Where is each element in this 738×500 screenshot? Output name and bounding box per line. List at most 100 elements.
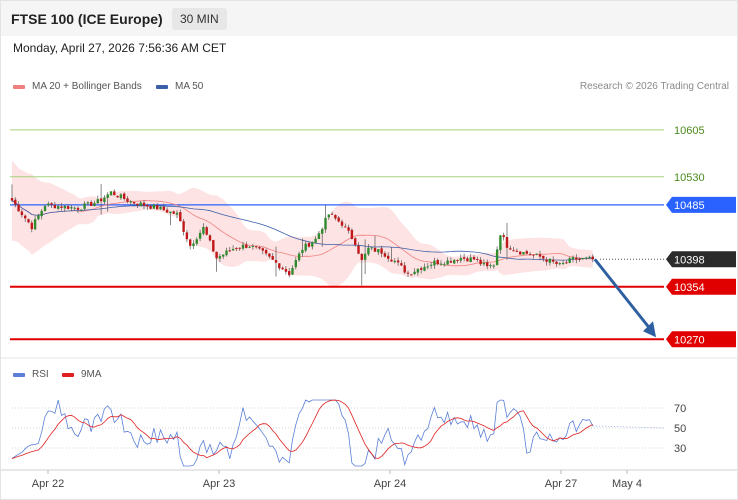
candle <box>205 225 208 236</box>
candle <box>321 227 324 247</box>
candle-body <box>202 226 205 234</box>
candle <box>340 219 344 229</box>
chart-title: FTSE 100 (ICE Europe) <box>11 11 163 27</box>
candle-body <box>495 249 499 266</box>
candle-body <box>179 212 182 222</box>
candle-body <box>522 252 525 255</box>
candle <box>578 257 581 262</box>
candle-body <box>278 263 281 269</box>
candle-body <box>281 267 284 270</box>
candle-body <box>198 232 202 239</box>
candle-body <box>86 202 90 204</box>
candle <box>291 265 294 275</box>
candle-body <box>258 247 261 249</box>
candle <box>146 203 149 210</box>
candle-body <box>578 258 581 260</box>
candle <box>99 184 103 215</box>
candle-body <box>251 245 255 247</box>
candle-body <box>499 235 502 251</box>
candle <box>76 206 80 214</box>
candle <box>152 203 156 210</box>
candle-body <box>109 191 113 196</box>
candle-body <box>502 235 505 238</box>
candle-body <box>126 198 129 202</box>
candle <box>53 201 57 209</box>
candle <box>383 251 387 258</box>
ma50-swatch <box>156 84 168 89</box>
candle-body <box>57 206 60 209</box>
candle <box>413 268 416 276</box>
candle-body <box>334 215 337 219</box>
candle-body <box>222 254 225 257</box>
candle <box>238 247 241 251</box>
candle-body <box>24 215 27 219</box>
candle-body <box>139 202 142 207</box>
candle-body <box>93 203 96 207</box>
candle <box>156 203 159 210</box>
candle <box>103 195 106 205</box>
rsi-ma-swatch <box>62 372 74 377</box>
candle-body <box>337 217 340 222</box>
candle <box>519 250 522 255</box>
bollinger-band-fill <box>12 160 593 287</box>
candle <box>410 273 413 276</box>
candle-body <box>159 206 162 210</box>
candle <box>70 205 73 211</box>
timeframe-button[interactable]: 30 MIN <box>172 8 227 30</box>
candle <box>136 203 139 208</box>
candle-body <box>33 219 37 230</box>
candle <box>538 250 542 261</box>
x-tick-label: Apr 22 <box>32 478 64 490</box>
candle-body <box>525 251 528 254</box>
candle <box>40 209 43 220</box>
candle-body <box>268 253 271 257</box>
candle <box>159 205 162 211</box>
candle-body <box>462 257 466 259</box>
candle-body <box>426 266 429 268</box>
candle <box>251 243 255 250</box>
candle <box>571 255 575 263</box>
candle-body <box>264 249 268 254</box>
candle-body <box>324 217 327 230</box>
candle <box>423 263 426 272</box>
candle-body <box>505 237 509 248</box>
candle-body <box>330 213 334 215</box>
candle-body <box>106 194 109 198</box>
candle-body <box>535 253 538 255</box>
x-tick-label: Apr 23 <box>203 478 235 490</box>
candle <box>304 240 307 253</box>
rsi-panel: 70 50 30 <box>11 399 686 467</box>
candle <box>535 253 538 256</box>
candle <box>297 251 301 262</box>
candle <box>271 253 274 261</box>
legend-rsi-ma-label: 9MA <box>81 369 102 380</box>
candle-body <box>545 259 548 262</box>
candle-body <box>17 204 20 212</box>
level-tag-10270 <box>666 331 736 348</box>
candle-body <box>99 198 103 202</box>
candle <box>542 255 545 262</box>
candle <box>119 193 123 200</box>
candle-body <box>585 257 588 259</box>
candle <box>47 201 50 207</box>
projection-arrow-head <box>643 321 656 338</box>
rsi-tick-30: 30 <box>674 443 686 455</box>
x-tick-label: Apr 24 <box>374 478 406 490</box>
projection-arrow-shaft <box>593 258 654 333</box>
candle-body <box>512 250 515 252</box>
candle-body <box>542 255 545 259</box>
candle <box>182 219 185 236</box>
candle-body <box>558 263 561 265</box>
candle-body <box>255 246 258 248</box>
candle <box>561 260 565 266</box>
candle-body <box>162 206 165 211</box>
candle-body <box>433 260 436 266</box>
candle-body <box>403 265 406 273</box>
candle <box>363 239 367 275</box>
candle-body <box>472 256 476 260</box>
candle <box>495 246 499 266</box>
candle <box>459 254 462 264</box>
candle-body <box>400 263 403 266</box>
candle-body <box>482 262 486 265</box>
candle-body <box>410 274 413 276</box>
